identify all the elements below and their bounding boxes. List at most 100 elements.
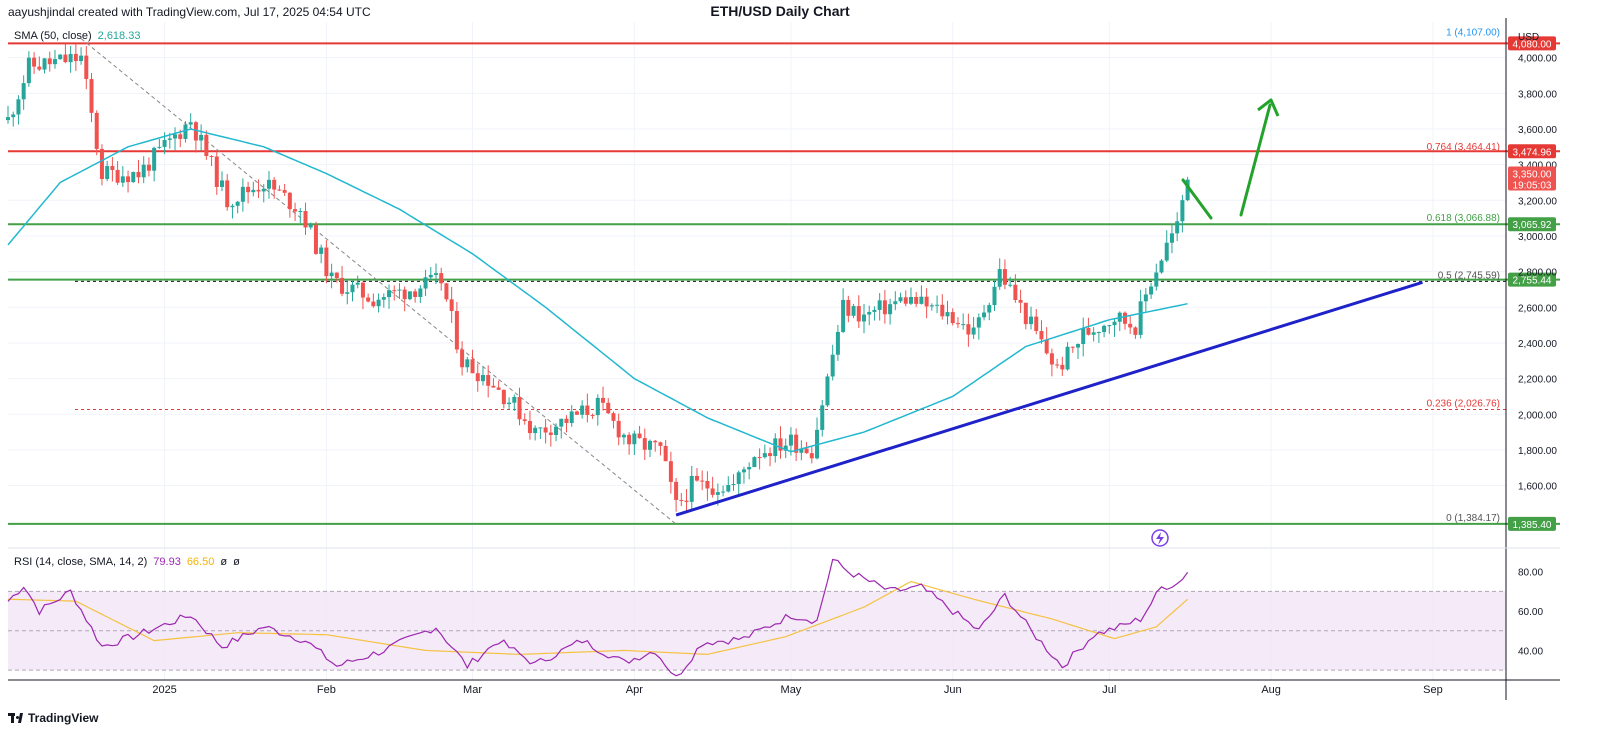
lightning-icon-bolt — [1156, 532, 1164, 545]
support-axis-tag — [1508, 272, 1556, 287]
candle-body — [220, 180, 224, 187]
candle-body — [1122, 312, 1127, 324]
candle-body — [94, 112, 99, 149]
candle-body — [1133, 327, 1138, 335]
candle-body — [559, 418, 564, 427]
support-axis-label: 1,385.40 — [1513, 520, 1552, 531]
candle-body — [501, 389, 506, 405]
candle-body — [809, 453, 814, 459]
candle-body — [282, 190, 287, 193]
candle-body — [585, 405, 590, 415]
rsi-legend-label: RSI (14, close, SMA, 14, 2) — [14, 556, 148, 568]
candle-body — [580, 405, 585, 415]
candle-body — [79, 55, 84, 62]
candle-body — [345, 292, 350, 294]
candle-body — [204, 134, 209, 157]
candle-body — [454, 311, 459, 350]
fib-diagonal-line — [80, 38, 677, 525]
candle-body — [313, 224, 318, 254]
rsi-pane — [7, 558, 1506, 677]
candle-body — [851, 306, 856, 316]
candle-body — [73, 53, 78, 62]
support-axis-label: 2,755.44 — [1513, 276, 1552, 287]
candle-body — [63, 54, 68, 63]
candle-body — [710, 488, 715, 495]
currency-label: USD — [1518, 32, 1539, 43]
candle-body — [423, 277, 428, 289]
rsi-sma-legend-value: 66.50 — [186, 556, 215, 568]
candle-body — [783, 445, 788, 451]
rsi-y-tick-label: 60.00 — [1518, 607, 1543, 618]
candle-body — [1049, 353, 1054, 365]
candle-body — [402, 289, 407, 300]
candle-body — [616, 420, 621, 438]
candle-body — [611, 413, 616, 421]
candle-body — [794, 434, 799, 453]
candle-body — [522, 419, 527, 421]
last-price-label: 3,350.00 — [1513, 170, 1552, 181]
candle-body — [303, 211, 308, 228]
candle-body — [804, 448, 809, 454]
candle-body — [705, 480, 710, 489]
candle-body — [919, 296, 924, 304]
sma-legend[interactable]: SMA (50, close) 2,618.33 — [14, 30, 146, 42]
candle-body — [768, 453, 773, 457]
x-tick-label: 2025 — [152, 684, 176, 696]
candle-body — [987, 305, 992, 313]
candle-body — [997, 269, 1002, 287]
candle-body — [653, 440, 658, 443]
candle-body — [564, 418, 569, 423]
axes: 4,000.00 3,800.00 3,600.00 3,400.00 3,200.00… — [8, 18, 1560, 700]
candle-body — [89, 79, 94, 113]
arrow-head-icon — [1257, 98, 1280, 117]
candles — [6, 43, 1190, 513]
lightning-icon — [1151, 529, 1169, 547]
candle-body — [684, 500, 689, 502]
candle-body — [1138, 301, 1143, 335]
candle-body — [867, 311, 872, 315]
fib-diagonal — [80, 38, 677, 525]
candle-body — [1013, 284, 1018, 300]
candle-body — [741, 469, 746, 473]
candle-body — [668, 461, 673, 482]
candle-body — [178, 134, 183, 139]
candle-body — [877, 300, 882, 310]
candle-body — [512, 396, 517, 403]
horizontal-levels: 1 (4,107.00) 4,080.00 3,474.96 0.764 (3,464… — [8, 28, 1560, 531]
x-tick-label: Apr — [626, 684, 643, 696]
candle-body — [1091, 332, 1096, 335]
candle-body — [961, 324, 966, 326]
candle-body — [1107, 325, 1112, 327]
candle-body — [569, 411, 574, 423]
resistance-axis-tag — [1508, 36, 1556, 51]
candle-countdown: 19:05:03 — [1513, 181, 1552, 192]
candle-body — [1154, 272, 1159, 287]
candle-body — [527, 420, 532, 434]
rsi-legend[interactable]: RSI (14, close, SMA, 14, 2) 79.93 66.50 ø ø — [14, 556, 246, 568]
tradingview-logo-icon — [8, 713, 24, 723]
candle-body — [407, 291, 412, 300]
candle-body — [538, 427, 543, 429]
candle-body — [152, 147, 157, 171]
candle-body — [721, 491, 726, 493]
candle-body — [11, 114, 16, 118]
candle-body — [595, 397, 600, 416]
candle-body — [1159, 260, 1164, 273]
candle-body — [1096, 332, 1101, 334]
rsi-line — [7, 558, 1189, 677]
candle-body — [52, 59, 57, 65]
candle-body — [413, 291, 418, 297]
candle-body — [945, 312, 950, 317]
candle-body — [308, 224, 313, 228]
tradingview-footer[interactable]: TradingView — [8, 711, 98, 725]
candle-body — [1065, 346, 1070, 370]
candle-body — [606, 402, 611, 414]
breakout-arrow-stroke — [1239, 103, 1272, 217]
candle-body — [590, 414, 595, 416]
support-axis-tag — [1508, 217, 1556, 232]
candle-body — [971, 327, 976, 335]
candle-body — [825, 376, 830, 406]
candle-body — [480, 375, 485, 382]
forecast-arrows — [1181, 98, 1280, 220]
